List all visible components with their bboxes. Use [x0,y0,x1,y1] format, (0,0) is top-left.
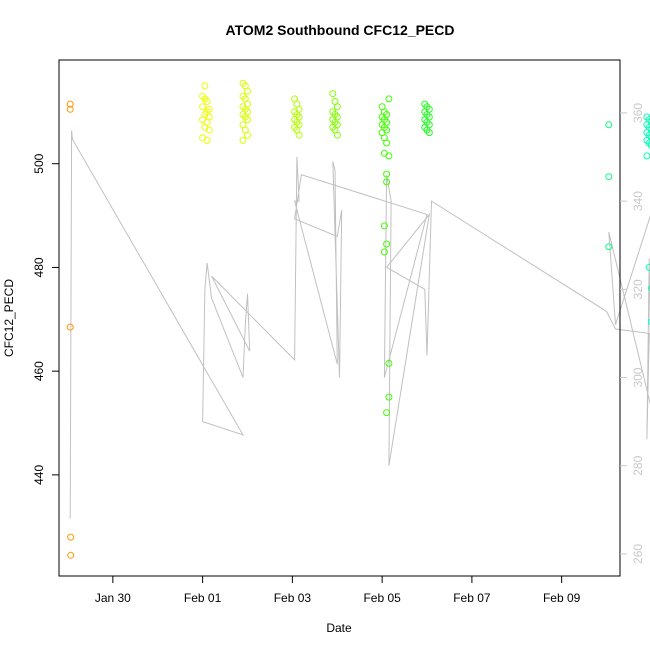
data-point [203,136,211,144]
data-point [239,136,247,144]
data-point [66,100,74,108]
data-point [383,409,391,417]
data-point [647,284,650,292]
data-point [380,149,388,157]
data-point [383,139,391,147]
scatter-points-layer [66,79,650,559]
y-tick-label: 460 [32,361,46,381]
y2-tick-label: 280 [631,455,645,475]
x-tick-label: Feb 03 [274,591,312,605]
y2-tick-label: 360 [631,103,645,123]
y-tick-label: 500 [32,153,46,173]
data-point [201,82,209,90]
data-point [647,318,650,326]
data-point [643,152,650,160]
x-tick-label: Feb 07 [453,591,491,605]
data-point [66,105,74,113]
x-tick-label: Feb 09 [543,591,581,605]
data-point [383,178,391,186]
y2-tick-label: 340 [631,191,645,211]
x-axis: Jan 30 Feb 01 Feb 03 Feb 05 Feb 07 Feb 09 [95,576,581,605]
secondary-trace-line [69,130,650,519]
chart-title: ATOM2 Southbound CFC12_PECD [226,22,455,38]
data-point [199,134,207,142]
x-tick-label: Feb 01 [184,591,222,605]
data-point [380,222,388,230]
y2-tick-label: 300 [631,367,645,387]
x-tick-label: Jan 30 [95,591,131,605]
y2-axis: 260 280 300 320 340 360 [620,103,645,564]
data-point [383,170,391,178]
data-point [645,139,650,147]
x-tick-label: Feb 05 [363,591,401,605]
data-point [333,131,341,139]
y-axis-label: CFC12_PECD [2,279,16,357]
data-point [201,95,209,103]
data-point [383,240,391,248]
data-point [66,323,74,331]
y-axis: 440 460 480 500 [32,153,59,485]
data-point [385,152,393,160]
data-point [67,533,75,541]
data-point [385,393,393,401]
secondary-trace-layer [69,130,650,519]
data-point [205,126,213,134]
data-point [295,131,303,139]
data-point [647,142,650,149]
data-point [244,116,251,124]
x-axis-label: Date [326,621,352,635]
data-point [425,129,433,137]
data-point [67,551,75,559]
data-point [380,248,388,256]
data-point [329,90,337,98]
data-point [199,116,207,124]
data-point [385,359,393,367]
y-tick-label: 480 [32,257,46,277]
data-point [605,243,613,251]
data-point [645,263,650,271]
y2-tick-label: 260 [631,544,645,564]
plot-frame [58,59,621,577]
data-point [385,95,393,103]
data-point [199,103,207,111]
data-point [244,87,251,95]
data-point [605,173,613,181]
data-point [244,131,251,139]
y2-tick-label: 320 [631,279,645,299]
data-point [333,103,341,111]
y-tick-label: 440 [32,465,46,485]
data-point [605,121,613,129]
